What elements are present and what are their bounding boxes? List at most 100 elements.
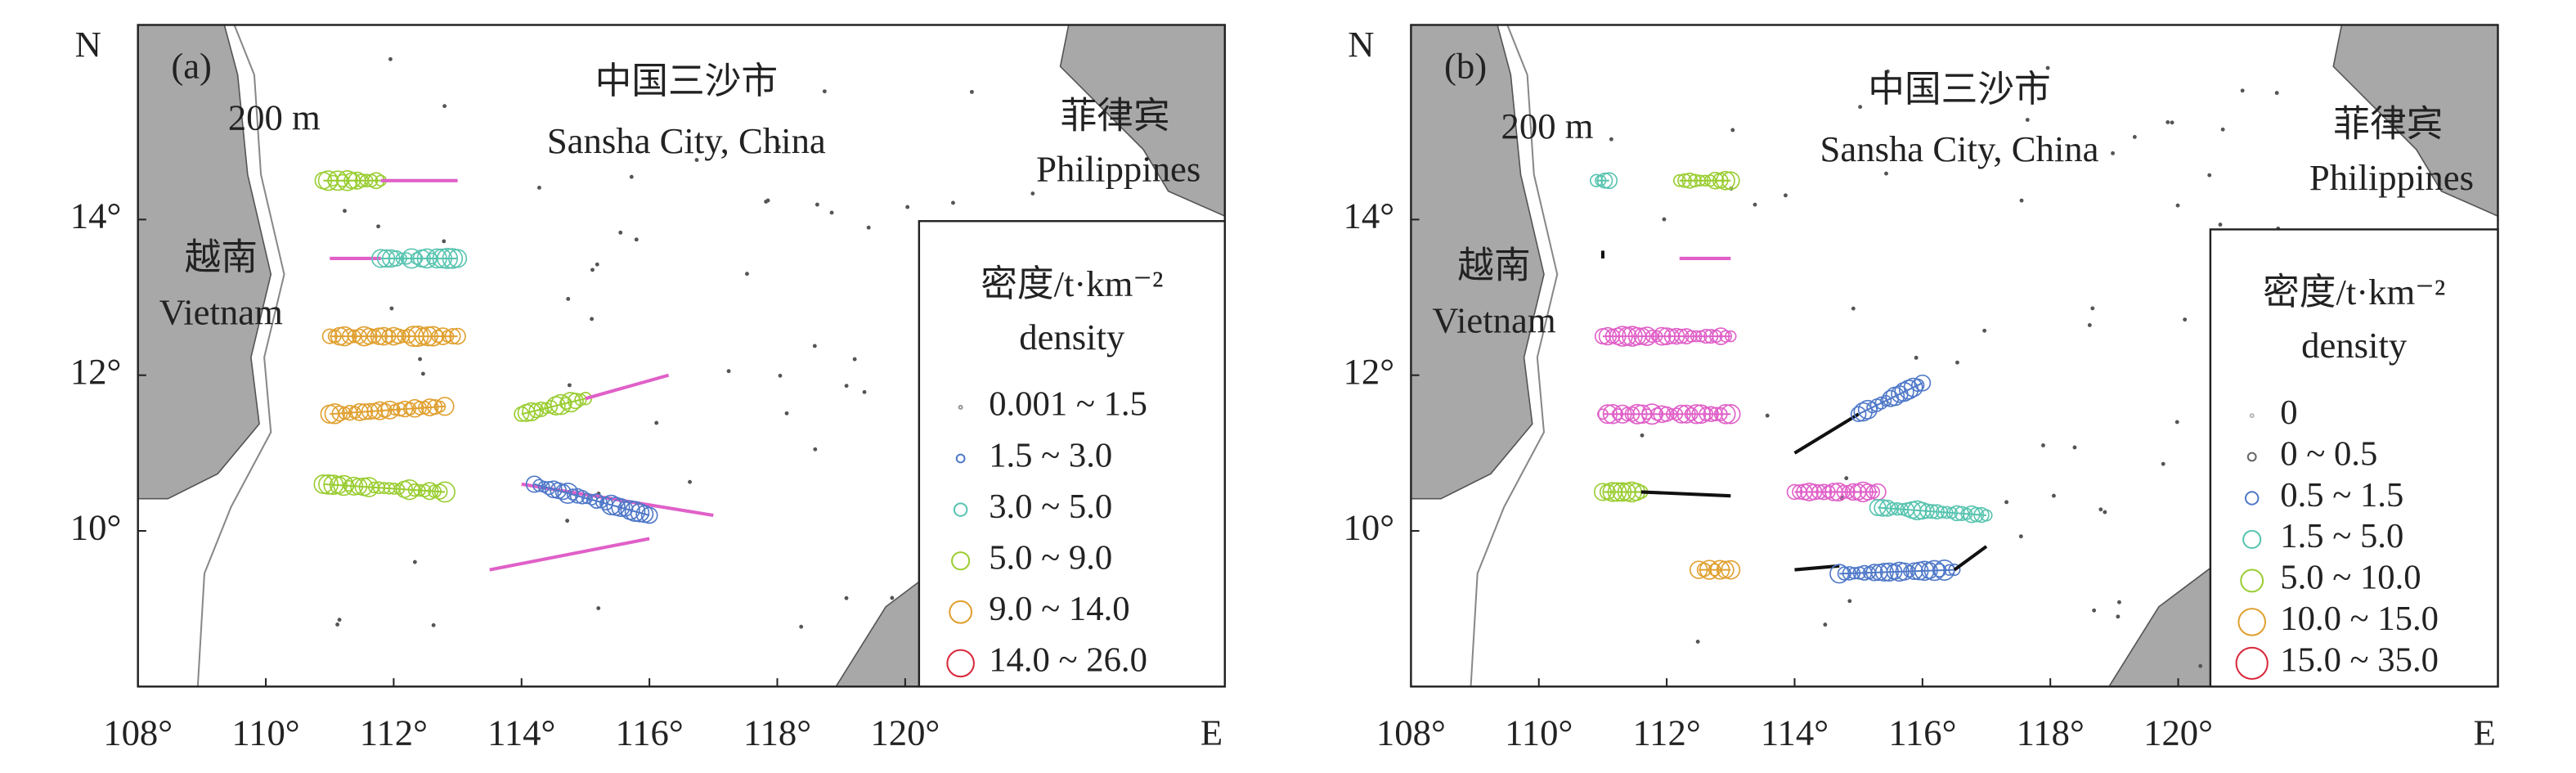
density-ring bbox=[1689, 560, 1708, 579]
density-ring bbox=[1677, 173, 1692, 188]
density-ring bbox=[1954, 506, 1970, 522]
island bbox=[337, 618, 342, 622]
place-label: 200 m bbox=[228, 97, 321, 138]
survey-track bbox=[1839, 569, 1954, 575]
density-ring bbox=[442, 248, 464, 269]
density-ring bbox=[611, 497, 631, 518]
density-ring bbox=[1607, 482, 1627, 502]
map-panel: 中国三沙市 Sansha City, China 菲律宾 Philippines 越南 V… bbox=[1344, 24, 2499, 753]
density-ring bbox=[1699, 560, 1720, 580]
y-tick-label: 10° bbox=[70, 506, 122, 547]
density-ring bbox=[1829, 482, 1848, 502]
density-ring bbox=[327, 170, 348, 191]
density-ring bbox=[1703, 329, 1719, 344]
place-label: Sansha City, China bbox=[1820, 128, 2099, 169]
island bbox=[1982, 328, 1987, 333]
place-label: 中国三沙市 bbox=[1868, 69, 2050, 110]
land-vietnam bbox=[137, 25, 272, 500]
density-ring bbox=[1725, 330, 1737, 343]
density-ring bbox=[1786, 483, 1803, 501]
density-ring bbox=[575, 489, 590, 505]
density-ring bbox=[413, 483, 426, 497]
density-ring bbox=[427, 248, 447, 269]
survey-track bbox=[1794, 564, 1840, 572]
island bbox=[778, 373, 783, 378]
density-ring bbox=[1602, 404, 1623, 425]
density-ring bbox=[1715, 403, 1736, 425]
island bbox=[2051, 493, 2056, 498]
density-ring bbox=[1891, 502, 1905, 516]
density-ring bbox=[1932, 563, 1947, 578]
x-tick-label: 112° bbox=[360, 712, 428, 753]
density-ring bbox=[1703, 406, 1719, 422]
density-ring bbox=[1865, 564, 1883, 582]
density-ring bbox=[600, 494, 622, 515]
island bbox=[2117, 600, 2121, 604]
density-ring bbox=[1874, 562, 1894, 582]
island bbox=[2165, 119, 2170, 124]
density-ring bbox=[1612, 326, 1633, 347]
island bbox=[2207, 173, 2212, 178]
legend-marker bbox=[2240, 569, 2264, 593]
island bbox=[536, 186, 541, 190]
density-ring bbox=[1596, 173, 1613, 189]
survey-track bbox=[585, 373, 670, 401]
density-ring bbox=[354, 326, 375, 347]
x-tick-label: 120° bbox=[2143, 712, 2213, 753]
island bbox=[2087, 323, 2092, 327]
island bbox=[1752, 202, 1757, 207]
density-ring bbox=[1612, 482, 1632, 502]
density-ring bbox=[630, 503, 650, 523]
density-ring bbox=[356, 403, 374, 420]
density-ring bbox=[321, 328, 338, 344]
legend-label: 1.5 ~ 3.0 bbox=[989, 436, 1112, 474]
density-ring bbox=[1622, 326, 1643, 347]
place-label: 200 m bbox=[1501, 106, 1594, 146]
density-ring bbox=[1712, 327, 1730, 345]
density-ring bbox=[1940, 506, 1954, 519]
density-ring bbox=[532, 479, 546, 492]
legend-marker bbox=[953, 502, 968, 517]
density-ring bbox=[350, 402, 369, 421]
density-ring bbox=[1837, 566, 1851, 581]
x-tick-label: 116° bbox=[1888, 712, 1956, 753]
density-ring bbox=[559, 397, 572, 410]
density-ring bbox=[1598, 326, 1618, 346]
island bbox=[1783, 193, 1788, 198]
island bbox=[1884, 171, 1888, 176]
island bbox=[2025, 118, 2030, 122]
density-ring bbox=[1895, 562, 1914, 581]
island bbox=[745, 272, 749, 276]
island bbox=[694, 158, 699, 163]
island bbox=[1823, 622, 1828, 627]
density-ring bbox=[396, 400, 414, 418]
legend-marker bbox=[2246, 452, 2257, 462]
density-ring bbox=[1672, 174, 1686, 187]
legend-marker bbox=[2244, 491, 2260, 506]
panel-label: (a) bbox=[171, 46, 212, 87]
island bbox=[2218, 222, 2223, 227]
density-ring bbox=[1678, 328, 1695, 345]
island bbox=[567, 383, 572, 388]
island bbox=[799, 624, 804, 629]
density-ring bbox=[1886, 501, 1900, 515]
density-ring bbox=[388, 250, 405, 267]
legend-marker bbox=[946, 649, 975, 678]
place-label: Vietnam bbox=[1432, 300, 1555, 341]
density-ring bbox=[1600, 172, 1618, 190]
density-ring bbox=[1699, 407, 1714, 422]
place-label: Philippines bbox=[2309, 157, 2474, 198]
density-ring bbox=[1963, 505, 1981, 524]
density-ring bbox=[370, 327, 388, 345]
density-ring bbox=[1620, 407, 1635, 422]
x-tick-label: 114° bbox=[1761, 712, 1829, 753]
legend-label: 15.0 ~ 35.0 bbox=[2280, 641, 2439, 680]
density-ring bbox=[1929, 504, 1945, 519]
legend-label: 10.0 ~ 15.0 bbox=[2280, 600, 2439, 638]
island bbox=[1847, 599, 1852, 604]
density-ring bbox=[405, 398, 424, 418]
legend-label: 5.0 ~ 9.0 bbox=[989, 538, 1112, 577]
density-ring bbox=[569, 488, 586, 504]
density-ring bbox=[1935, 506, 1949, 519]
island bbox=[852, 357, 857, 362]
